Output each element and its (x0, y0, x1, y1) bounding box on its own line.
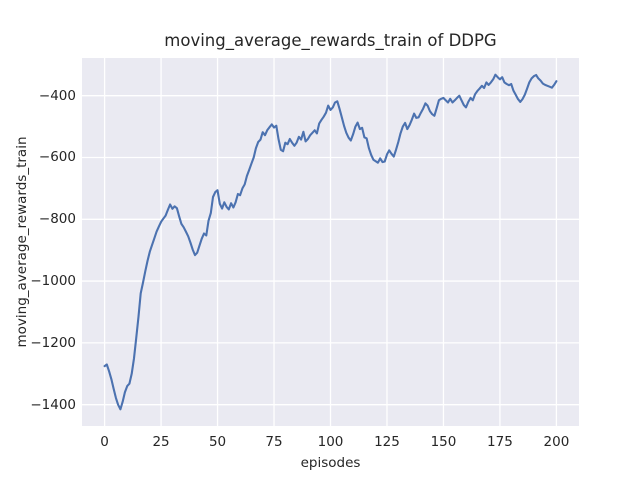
x-tick-label: 200 (543, 434, 570, 450)
x-tick-label: 50 (208, 434, 227, 450)
x-tick-label: 75 (265, 434, 283, 450)
y-tick-label: −600 (38, 149, 76, 166)
y-tick-label: −1000 (30, 273, 76, 290)
y-tick-label: −1400 (30, 396, 76, 413)
y-tick-label: −1200 (30, 334, 76, 351)
y-tick-label: −800 (38, 211, 76, 228)
x-axis-label: episodes (300, 455, 361, 471)
x-tick-label: 0 (100, 434, 109, 450)
x-tick-label: 125 (374, 434, 400, 450)
y-axis-label: moving_average_rewards_train (14, 136, 30, 348)
y-tick-label: −400 (38, 87, 76, 104)
ddpg-rewards-line (103, 73, 558, 411)
x-tick-label: 150 (430, 434, 457, 450)
x-tick-label: 100 (317, 434, 344, 450)
x-tick-label: 25 (152, 434, 170, 450)
chart-title: moving_average_rewards_train of DDPG (164, 31, 497, 50)
x-tick-label: 175 (487, 434, 513, 450)
